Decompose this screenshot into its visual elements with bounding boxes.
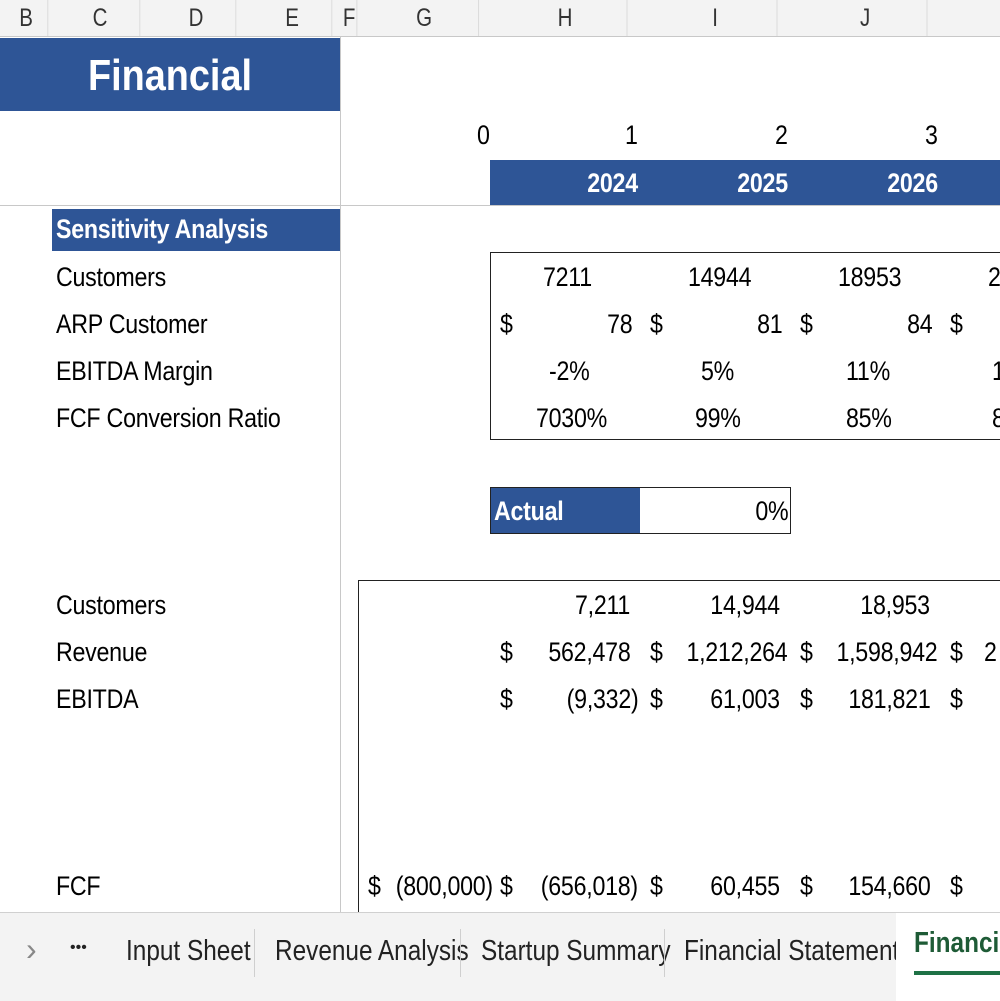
year-band [490, 160, 1000, 205]
ebitda-2026[interactable]: 181,821 [847, 684, 930, 714]
active-tab-background [896, 913, 1000, 1001]
actual-label-band [491, 488, 640, 533]
arp-2025[interactable]: 81 [756, 309, 783, 339]
revenue-2024[interactable]: 562,478 [547, 637, 630, 667]
tab-input-sheet[interactable]: Input Sheet [126, 935, 251, 967]
tab-separator [460, 929, 461, 977]
sens-customers-2027-partial[interactable]: 2 [988, 262, 1000, 292]
tab-separator [664, 929, 665, 977]
ebitda-margin-2026[interactable]: 11% [846, 356, 890, 386]
arp-currency-2025: $ [650, 309, 663, 339]
summary-label-ebitda: EBITDA [56, 684, 139, 714]
year-2025: 2025 [737, 168, 788, 198]
column-header-bar: B C D E F G H I J [0, 0, 1000, 37]
summary-customers-2024[interactable]: 7,211 [574, 590, 630, 620]
revenue-2025[interactable]: 1,212,264 [686, 637, 788, 667]
fcf-conversion-2025[interactable]: 99% [695, 403, 741, 433]
fcf-2025[interactable]: 60,455 [710, 871, 781, 901]
sens-customers-2025[interactable]: 14944 [688, 262, 752, 292]
ebitda-2025[interactable]: 61,003 [710, 684, 781, 714]
sens-customers-2024[interactable]: 7211 [543, 262, 592, 292]
arp-currency-2027: $ [950, 309, 963, 339]
ebitda-currency-2024: $ [500, 684, 513, 714]
fcf-initial[interactable]: (800,000) [395, 871, 493, 901]
summary-customers-2025[interactable]: 14,944 [710, 590, 781, 620]
arp-2024[interactable]: 78 [606, 309, 633, 339]
ebitda-currency-2026: $ [800, 684, 813, 714]
column-header-i[interactable]: I [654, 0, 778, 36]
period-index-0: 0 [477, 120, 490, 150]
label-customers: Customers [56, 262, 166, 292]
column-header-j[interactable]: J [804, 0, 928, 36]
revenue-2026[interactable]: 1,598,942 [836, 637, 938, 667]
ebitda-margin-2027-partial[interactable]: 1 [992, 356, 1000, 387]
fcf-conversion-2027-partial[interactable]: 8 [992, 403, 1000, 434]
fcf-2026[interactable]: 154,660 [847, 871, 930, 901]
period-index-2: 2 [775, 120, 788, 150]
revenue-currency-2026: $ [800, 637, 813, 667]
sensitivity-header: Sensitivity Analysis [56, 214, 269, 244]
summary-label-revenue: Revenue [56, 637, 148, 667]
ebitda-margin-2025[interactable]: 5% [701, 356, 735, 386]
revenue-2027-partial[interactable]: 2 [984, 637, 997, 667]
sensitivity-header-band [52, 209, 340, 251]
year-2024: 2024 [587, 168, 638, 198]
column-header-g[interactable]: G [370, 0, 480, 36]
revenue-currency-2027: $ [950, 637, 963, 667]
fcf-currency-2027: $ [950, 871, 963, 901]
tab-financial-analysis-active[interactable]: Financial [914, 927, 1000, 959]
sensitivity-input-box [490, 252, 1000, 440]
revenue-currency-2025: $ [650, 637, 663, 667]
more-sheets-icon[interactable]: ••• [70, 939, 87, 956]
actual-label: Actual [494, 496, 564, 526]
period-index-1: 1 [625, 120, 638, 150]
actual-box [490, 487, 791, 534]
label-ebitda-margin: EBITDA Margin [56, 356, 213, 386]
tab-separator [254, 929, 255, 977]
fcf-currency-initial: $ [368, 871, 381, 901]
tab-scroll-right-icon[interactable]: › [26, 931, 37, 967]
summary-box [358, 580, 1000, 912]
column-header-b[interactable]: B [5, 0, 49, 36]
page-title: Financial Analysis [87, 51, 253, 168]
column-header-h[interactable]: H [504, 0, 628, 36]
fcf-currency-2024: $ [500, 871, 513, 901]
tab-startup-summary[interactable]: Startup Summary [481, 935, 671, 967]
ebitda-margin-2024[interactable]: -2% [549, 356, 590, 386]
tab-revenue-analysis[interactable]: Revenue Analysis [275, 935, 469, 967]
arp-currency-2024: $ [500, 309, 513, 339]
summary-label-customers: Customers [56, 590, 166, 620]
column-header-c[interactable]: C [61, 0, 141, 36]
summary-customers-2026[interactable]: 18,953 [860, 590, 931, 620]
sheet-tab-bar: › ••• Input Sheet Revenue Analysis Start… [0, 912, 1000, 1001]
fcf-2024[interactable]: (656,018) [540, 871, 638, 901]
tab-financial-statements[interactable]: Financial Statements [684, 935, 912, 967]
label-arp-customer: ARP Customer [56, 309, 208, 339]
summary-label-fcf: FCF [56, 871, 101, 901]
period-index-3: 3 [925, 120, 938, 150]
column-header-e[interactable]: E [253, 0, 333, 36]
arp-currency-2026: $ [800, 309, 813, 339]
revenue-currency-2024: $ [500, 637, 513, 667]
fcf-conversion-2024[interactable]: 7030% [536, 403, 608, 433]
ebitda-currency-2025: $ [650, 684, 663, 714]
title-band [0, 38, 340, 111]
column-header-f[interactable]: F [342, 0, 358, 36]
label-fcf-conversion-ratio: FCF Conversion Ratio [56, 403, 281, 433]
fcf-conversion-2026[interactable]: 85% [846, 403, 892, 433]
fcf-currency-2025: $ [650, 871, 663, 901]
ebitda-currency-2027: $ [950, 684, 963, 714]
active-tab-underline [914, 971, 1000, 975]
actual-value[interactable]: 0% [754, 496, 788, 526]
arp-2026[interactable]: 84 [906, 309, 933, 339]
ebitda-2024[interactable]: (9,332) [566, 684, 638, 714]
sens-customers-2026[interactable]: 18953 [838, 262, 902, 292]
freeze-pane-vertical [340, 36, 341, 912]
fcf-currency-2026: $ [800, 871, 813, 901]
freeze-pane-horizontal [0, 205, 1000, 206]
year-2026: 2026 [887, 168, 938, 198]
column-header-d[interactable]: D [157, 0, 237, 36]
